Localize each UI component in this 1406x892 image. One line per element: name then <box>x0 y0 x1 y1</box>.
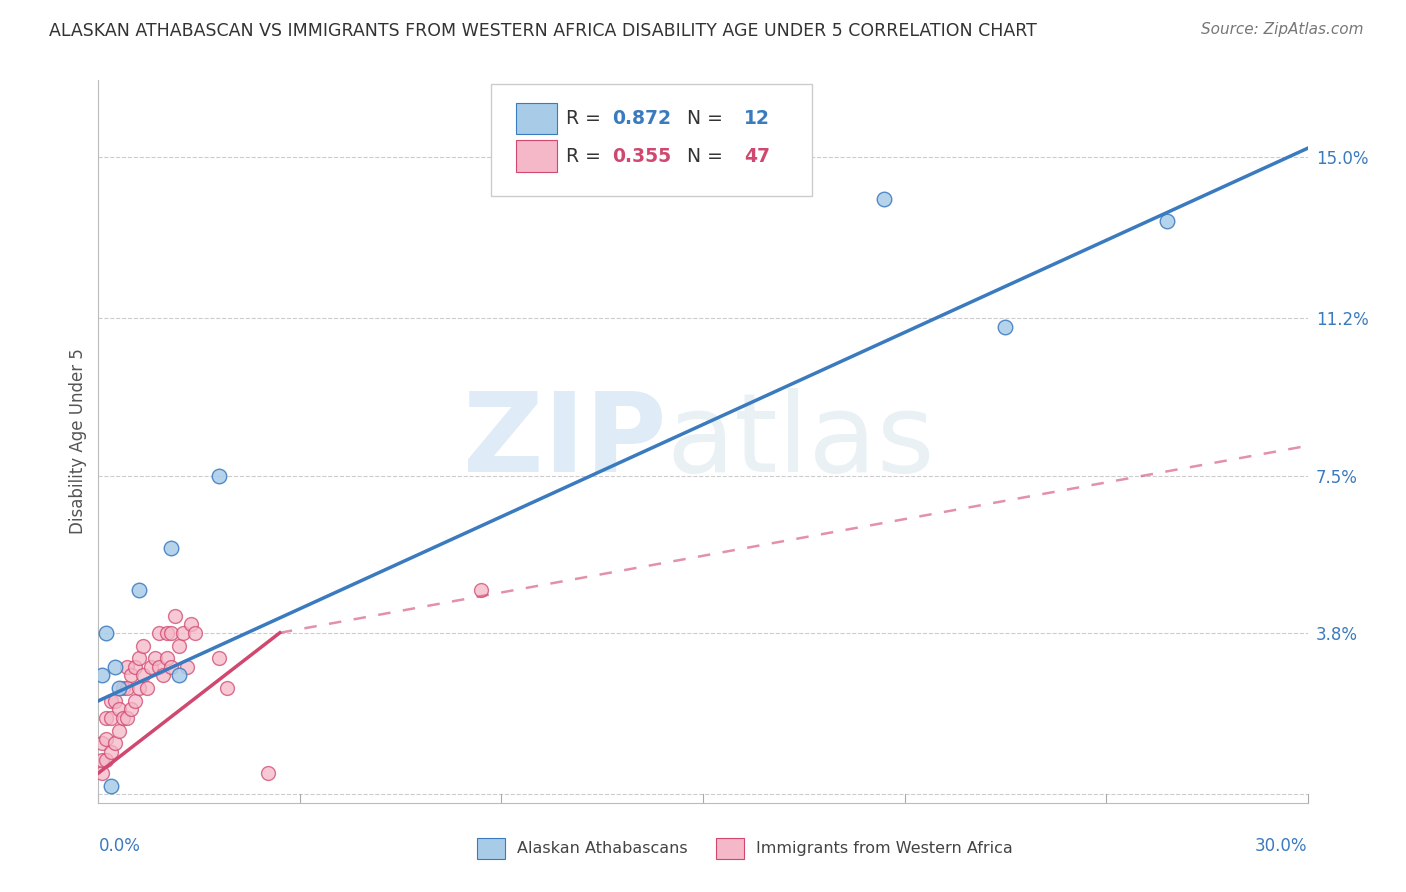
Y-axis label: Disability Age Under 5: Disability Age Under 5 <box>69 349 87 534</box>
Text: Source: ZipAtlas.com: Source: ZipAtlas.com <box>1201 22 1364 37</box>
Point <box>115 660 138 674</box>
Point <box>111 711 134 725</box>
Point <box>160 625 183 640</box>
Point <box>120 668 142 682</box>
Text: N =: N = <box>675 109 730 128</box>
Point <box>139 660 162 674</box>
Point <box>180 617 202 632</box>
Point <box>873 192 896 206</box>
Point <box>96 625 118 640</box>
Text: ALASKAN ATHABASCAN VS IMMIGRANTS FROM WESTERN AFRICA DISABILITY AGE UNDER 5 CORR: ALASKAN ATHABASCAN VS IMMIGRANTS FROM WE… <box>49 22 1038 40</box>
Point <box>143 651 166 665</box>
Point <box>111 681 134 695</box>
FancyBboxPatch shape <box>516 103 557 135</box>
Text: 30.0%: 30.0% <box>1256 837 1308 855</box>
Point <box>96 732 118 747</box>
FancyBboxPatch shape <box>492 84 811 196</box>
Point <box>103 694 125 708</box>
Text: 0.0%: 0.0% <box>98 837 141 855</box>
Point <box>152 668 174 682</box>
Text: Immigrants from Western Africa: Immigrants from Western Africa <box>756 841 1014 855</box>
Point <box>1156 213 1178 227</box>
Point <box>651 44 673 58</box>
Point <box>100 779 122 793</box>
Point <box>994 319 1017 334</box>
Point <box>96 711 118 725</box>
Text: R =: R = <box>567 109 607 128</box>
Point <box>132 668 155 682</box>
Point <box>167 639 190 653</box>
Point <box>103 736 125 750</box>
Point <box>208 651 231 665</box>
Point <box>172 625 194 640</box>
Point <box>160 541 183 555</box>
Point <box>128 651 150 665</box>
Text: 47: 47 <box>744 146 770 166</box>
Point <box>470 583 492 598</box>
Point <box>91 753 114 767</box>
Point <box>217 681 239 695</box>
Point <box>124 694 146 708</box>
Text: atlas: atlas <box>666 388 935 495</box>
Point <box>100 745 122 759</box>
Point <box>176 660 198 674</box>
Point <box>128 681 150 695</box>
Point <box>148 660 170 674</box>
Point <box>91 668 114 682</box>
FancyBboxPatch shape <box>516 140 557 172</box>
Point <box>107 702 129 716</box>
Point <box>132 639 155 653</box>
Text: 0.355: 0.355 <box>613 146 672 166</box>
Point <box>91 766 114 780</box>
Point <box>115 711 138 725</box>
Point <box>135 681 157 695</box>
Point <box>148 625 170 640</box>
Point <box>107 723 129 738</box>
Point <box>163 608 186 623</box>
Point <box>120 702 142 716</box>
Point <box>256 766 278 780</box>
Point <box>103 660 125 674</box>
Point <box>160 660 183 674</box>
Point <box>100 694 122 708</box>
Text: N =: N = <box>675 146 730 166</box>
Point <box>115 681 138 695</box>
Point <box>91 736 114 750</box>
Point <box>107 681 129 695</box>
Point <box>100 711 122 725</box>
Point <box>208 468 231 483</box>
Text: R =: R = <box>567 146 607 166</box>
Point <box>128 583 150 598</box>
Point <box>96 753 118 767</box>
Point <box>167 668 190 682</box>
Text: 0.872: 0.872 <box>613 109 671 128</box>
Text: ZIP: ZIP <box>464 388 666 495</box>
Point <box>184 625 207 640</box>
Text: 12: 12 <box>744 109 770 128</box>
Text: Alaskan Athabascans: Alaskan Athabascans <box>517 841 688 855</box>
Point <box>156 651 179 665</box>
Point <box>156 625 179 640</box>
Point <box>124 660 146 674</box>
